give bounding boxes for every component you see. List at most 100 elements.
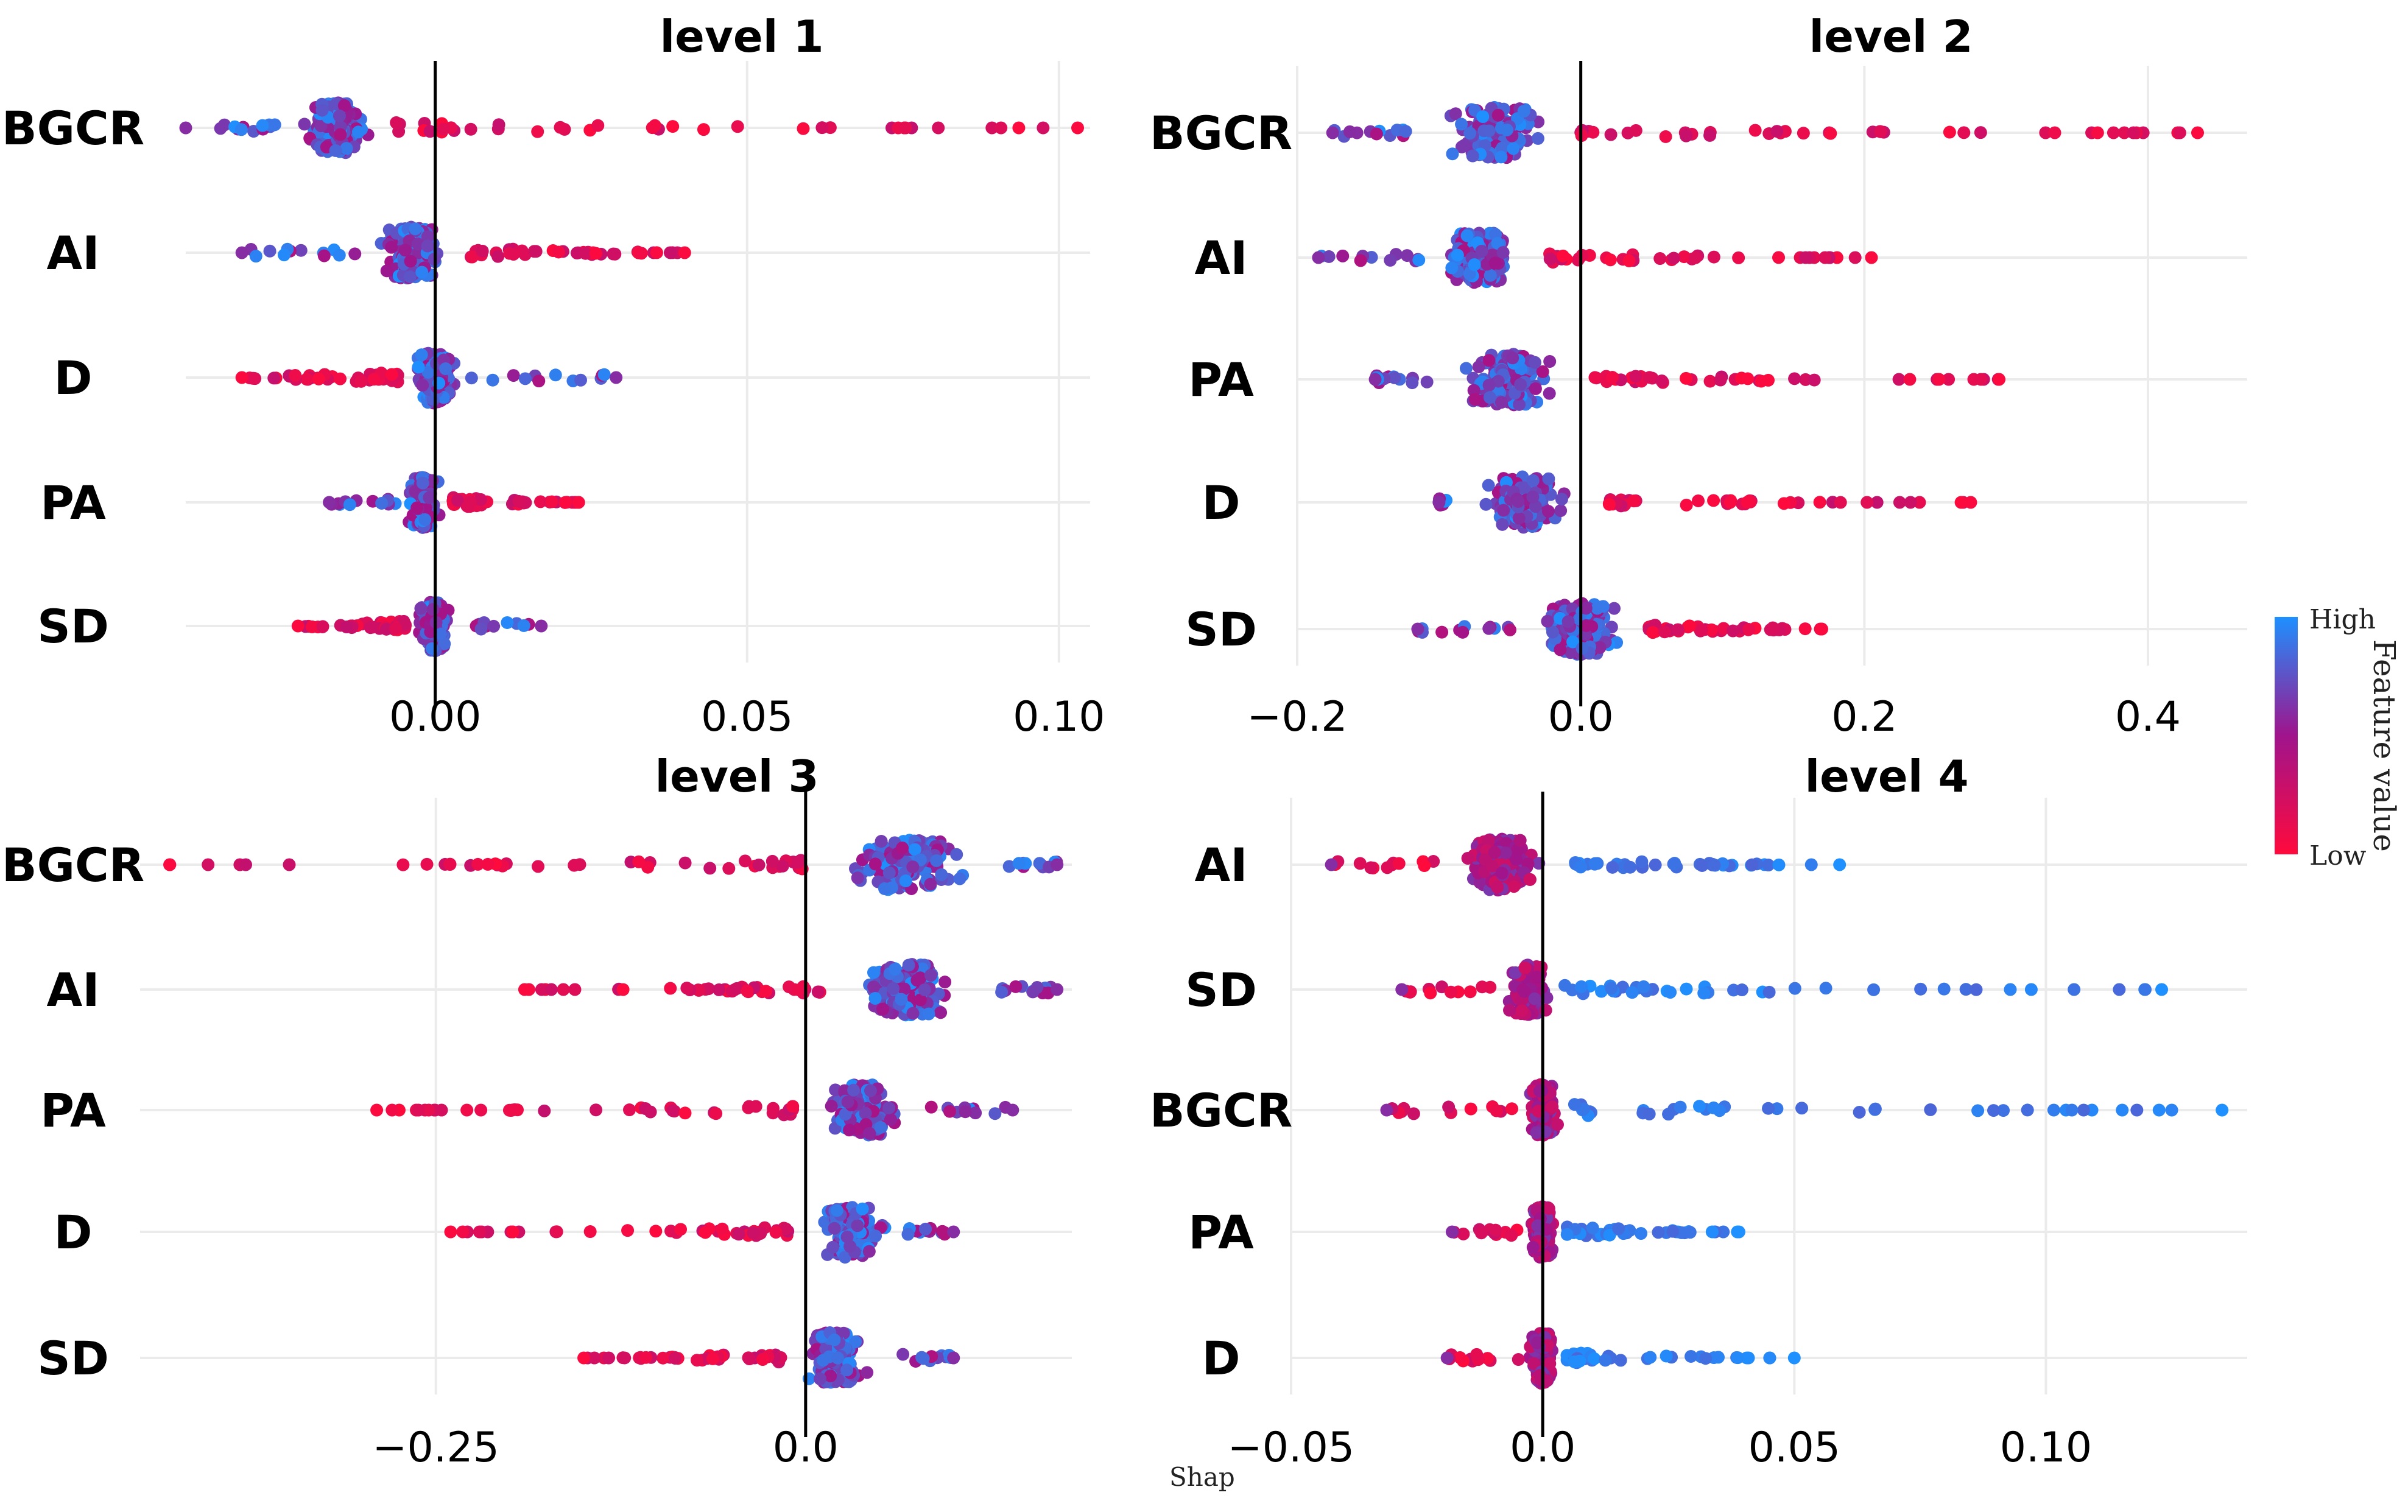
shap-point <box>398 618 412 631</box>
shap-point <box>869 1229 882 1243</box>
panel-level-2: BGCR AI PA D SD −0.2 0.0 0.2 0.4 level 2 <box>1150 11 2247 741</box>
shap-point <box>412 360 425 374</box>
shap-point <box>902 958 915 972</box>
shap-point <box>461 500 474 513</box>
shap-point <box>1541 614 1554 628</box>
shap-point <box>1635 1227 1648 1240</box>
shap-point <box>214 122 227 135</box>
shap-point <box>824 1369 837 1382</box>
shap-point <box>1546 1100 1559 1114</box>
shap-point <box>1593 641 1607 654</box>
shap-point <box>828 1333 841 1346</box>
shap-point <box>791 856 804 869</box>
shap-point <box>426 603 440 616</box>
shap-point <box>1732 1225 1745 1239</box>
shap-point <box>1466 149 1479 163</box>
shap-point <box>1542 472 1555 485</box>
feature-label: D <box>1202 1331 1240 1385</box>
shap-point <box>843 1123 856 1137</box>
shap-point <box>668 1351 681 1365</box>
shap-point <box>418 513 432 526</box>
beeswarm-bgcr <box>163 834 1064 896</box>
shap-point <box>1671 623 1685 636</box>
shap-point <box>415 348 428 362</box>
shap-point <box>1913 496 1926 509</box>
shap-point <box>415 265 429 279</box>
shap-point <box>291 619 305 633</box>
shap-point <box>914 993 927 1007</box>
shap-point <box>1484 269 1497 282</box>
shap-point <box>1476 110 1490 123</box>
shap-point <box>1787 1351 1801 1365</box>
shap-point <box>1530 970 1544 983</box>
beeswarm-sd <box>1395 958 2169 1021</box>
shap-point <box>179 121 192 135</box>
shap-point <box>1388 371 1401 384</box>
shap-point <box>476 244 489 258</box>
shap-point <box>703 862 717 875</box>
shap-point <box>1777 497 1790 510</box>
shap-point <box>875 835 888 848</box>
shap-point <box>906 1007 920 1020</box>
shap-point <box>1482 622 1496 635</box>
shap-point <box>423 491 436 504</box>
shap-point <box>597 368 611 381</box>
shap-point <box>1741 496 1754 509</box>
shap-point <box>901 1228 915 1241</box>
shap-point <box>1463 127 1477 140</box>
shap-point <box>398 244 412 257</box>
shap-point <box>1496 246 1510 259</box>
shap-point <box>1368 373 1382 386</box>
shap-point <box>390 116 403 129</box>
shap-point <box>202 858 215 871</box>
shap-point <box>518 372 532 385</box>
shap-point <box>512 494 526 508</box>
shap-point <box>2191 126 2205 139</box>
shap-point <box>424 625 437 639</box>
shap-point <box>579 247 592 260</box>
shap-point <box>506 1225 519 1239</box>
shap-point <box>1558 979 1572 992</box>
shap-point <box>340 621 353 634</box>
shap-point <box>1354 254 1367 267</box>
shap-point <box>1815 622 1828 636</box>
shap-point <box>532 860 545 873</box>
shap-point <box>1517 481 1530 494</box>
shap-point <box>699 1226 712 1239</box>
shap-point <box>908 843 921 856</box>
shap-point <box>1813 496 1826 509</box>
shap-point <box>314 119 328 133</box>
shap-point <box>1932 373 1946 386</box>
shap-point <box>487 619 501 633</box>
shap-point <box>1703 374 1717 388</box>
shap-point <box>825 1099 838 1113</box>
shap-point <box>1959 983 1973 996</box>
shap-point <box>930 854 943 867</box>
shap-point <box>460 1103 474 1117</box>
shap-point <box>1457 139 1471 152</box>
shap-point <box>1614 1354 1627 1367</box>
shap-point <box>456 1225 470 1239</box>
shap-point <box>438 637 451 650</box>
shap-point <box>932 121 945 135</box>
shap-point <box>588 1351 601 1365</box>
shap-point <box>2165 1103 2178 1117</box>
shap-point <box>1689 251 1702 264</box>
shap-point <box>831 1351 845 1365</box>
shap-point <box>1513 834 1527 847</box>
shap-point <box>590 1103 603 1117</box>
shap-point <box>947 1225 960 1239</box>
shap-point <box>1798 622 1812 636</box>
shap-point <box>411 237 424 251</box>
shap-point <box>577 1351 591 1365</box>
feature-label: SD <box>1185 963 1257 1017</box>
shap-point <box>1542 1202 1555 1215</box>
shap-point <box>416 476 429 490</box>
shap-point <box>267 371 281 385</box>
shap-point <box>1491 236 1504 250</box>
shap-point <box>602 1351 616 1365</box>
shap-point <box>610 371 623 384</box>
feature-label: AI <box>1194 231 1247 285</box>
shap-point <box>385 368 398 381</box>
shap-point <box>396 858 410 871</box>
